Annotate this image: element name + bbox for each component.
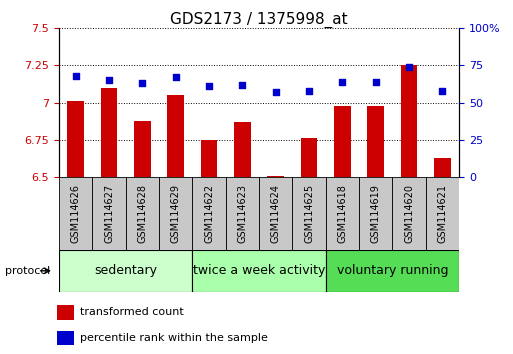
Bar [134, 120, 151, 177]
Bar [167, 95, 184, 177]
Point [171, 75, 180, 80]
Text: GSM114618: GSM114618 [338, 184, 347, 243]
Text: percentile rank within the sample: percentile rank within the sample [80, 333, 268, 343]
Text: GSM114621: GSM114621 [438, 184, 447, 243]
Bar [267, 176, 284, 177]
Bar [334, 105, 351, 177]
Bar [434, 158, 451, 177]
Text: transformed count: transformed count [80, 308, 184, 318]
Bar [426, 177, 459, 250]
Bar [392, 177, 426, 250]
Text: GSM114619: GSM114619 [371, 184, 381, 243]
Point [338, 79, 346, 85]
Bar [201, 140, 218, 177]
Text: GSM114625: GSM114625 [304, 184, 314, 243]
Text: GSM114623: GSM114623 [238, 184, 247, 243]
Bar [67, 101, 84, 177]
Point [271, 90, 280, 95]
Bar [59, 250, 192, 292]
Text: sedentary: sedentary [94, 264, 157, 277]
Point [71, 73, 80, 79]
Point [405, 64, 413, 70]
Text: GSM114628: GSM114628 [137, 184, 147, 243]
Bar [57, 305, 74, 320]
Text: GSM114624: GSM114624 [271, 184, 281, 243]
Bar [367, 105, 384, 177]
Point [238, 82, 246, 88]
Point [138, 80, 147, 86]
Bar [192, 177, 226, 250]
Point [438, 88, 446, 93]
Point [371, 79, 380, 85]
Bar [126, 177, 159, 250]
Text: GSM114620: GSM114620 [404, 184, 414, 243]
Point [105, 78, 113, 83]
Bar [226, 177, 259, 250]
Text: protocol: protocol [5, 266, 50, 276]
Title: GDS2173 / 1375998_at: GDS2173 / 1375998_at [170, 12, 348, 28]
Text: twice a week activity: twice a week activity [193, 264, 325, 277]
Bar [326, 250, 459, 292]
Bar [259, 177, 292, 250]
Bar [301, 138, 318, 177]
Point [205, 84, 213, 89]
Bar [59, 177, 92, 250]
Bar [92, 177, 126, 250]
Bar [57, 331, 74, 346]
Bar [234, 122, 251, 177]
Bar [359, 177, 392, 250]
Bar [101, 88, 117, 177]
Text: GSM114627: GSM114627 [104, 184, 114, 243]
Text: GSM114622: GSM114622 [204, 184, 214, 243]
Bar [192, 250, 326, 292]
Point [305, 88, 313, 93]
Text: GSM114626: GSM114626 [71, 184, 81, 243]
Bar [159, 177, 192, 250]
Bar [401, 65, 418, 177]
Bar [326, 177, 359, 250]
Bar [292, 177, 326, 250]
Text: voluntary running: voluntary running [337, 264, 448, 277]
Text: GSM114629: GSM114629 [171, 184, 181, 243]
